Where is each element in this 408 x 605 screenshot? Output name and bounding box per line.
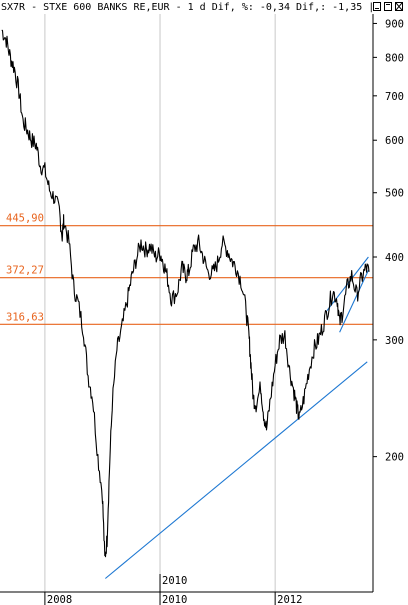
x-tick-label-2010: 2010 [162,594,187,605]
trendline-0 [104,361,368,579]
maximize-icon[interactable] [384,2,392,11]
minimize-icon[interactable] [373,2,381,11]
price-series [1,29,370,558]
y-tick-label-400: 400 [385,252,404,264]
level-label-2: 316,63 [6,311,44,323]
y-tick-label-700: 700 [385,91,404,103]
y-tick-label-200: 200 [385,452,404,464]
x-tick-label-2012: 2012 [277,594,302,605]
chart-title: SX7R - STXE 600 BANKS RE,EUR - 1 d Dif, … [1,2,374,13]
price-line [1,29,370,558]
y-tick-label-800: 800 [385,52,404,64]
level-label-0: 445,90 [6,213,44,225]
y-tick-label-500: 500 [385,188,404,200]
trendline-1 [326,256,369,312]
y-tick-label-300: 300 [385,335,404,347]
trendline-2 [339,270,369,333]
horizontal-levels: 445,90 372,27 316,63 [0,213,373,325]
close-icon[interactable] [395,2,403,11]
grid-layer [44,14,276,592]
axes: 900 800 700 600 500 400 300 200 2008 2010 2012 2010 [0,14,404,605]
trendlines [104,256,369,579]
level-label-1: 372,27 [6,265,44,277]
y-tick-label-600: 600 [385,135,404,147]
x-tick-label-2008: 2008 [47,594,72,605]
x-marker-label: 2010 [162,575,187,587]
y-tick-label-900: 900 [385,18,404,30]
header-bar [0,0,408,14]
